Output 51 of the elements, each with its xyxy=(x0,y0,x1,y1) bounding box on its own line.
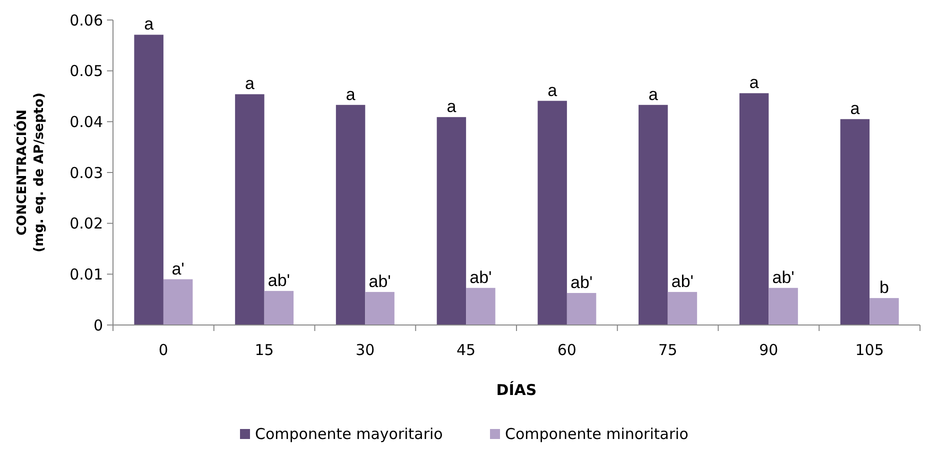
annotation: a xyxy=(648,84,658,104)
x-tick-label: 30 xyxy=(356,341,375,359)
bar xyxy=(466,288,496,325)
annotation: b xyxy=(879,278,889,298)
bar xyxy=(739,93,769,325)
annotation: a xyxy=(850,99,860,118)
bar xyxy=(668,292,698,325)
annotation: ab' xyxy=(470,268,492,287)
x-tick-label: 60 xyxy=(557,341,576,359)
x-tick-label: 75 xyxy=(658,341,678,359)
y-tick-label: 0.01 xyxy=(70,265,103,284)
legend-label: Componente minoritario xyxy=(505,425,688,443)
bar xyxy=(436,117,466,325)
bar xyxy=(870,298,899,325)
x-tick-label: 105 xyxy=(855,341,884,359)
x-tick-label: 45 xyxy=(456,341,476,359)
bar xyxy=(336,104,366,325)
annotation: a xyxy=(144,14,154,34)
y-tick-label: 0.05 xyxy=(70,62,103,80)
y-tick-label: 0 xyxy=(93,316,103,334)
bar xyxy=(365,292,394,325)
x-tick-label: 90 xyxy=(759,341,778,359)
annotation: a xyxy=(548,80,558,100)
y-axis-title: CONCENTRACIÓN (mg. eq. de AP/septo) xyxy=(13,92,47,252)
bar xyxy=(235,94,264,325)
annotation: ab' xyxy=(268,270,290,290)
annotation: ab' xyxy=(368,272,391,291)
annotation: a xyxy=(346,84,356,104)
annotation: a xyxy=(244,74,255,94)
y-tick-label: 0.02 xyxy=(70,214,103,233)
x-tick-label: 15 xyxy=(254,341,274,359)
annotation: a' xyxy=(172,259,184,278)
bar xyxy=(638,104,668,325)
y-tick-label: 0.06 xyxy=(70,11,103,30)
y-tick-label: 0.03 xyxy=(70,164,103,182)
annotation: a xyxy=(446,97,457,116)
annotation: a xyxy=(749,73,760,92)
bar xyxy=(163,279,193,325)
bar xyxy=(840,119,870,325)
annotation: ab' xyxy=(570,272,593,292)
y-tick-label: 0.04 xyxy=(70,112,103,131)
x-axis-title: DÍAS xyxy=(496,381,537,399)
legend-label: Componente mayoritario xyxy=(255,425,443,443)
bar xyxy=(768,288,798,325)
bar xyxy=(134,34,164,325)
annotation: ab' xyxy=(772,268,794,287)
bar xyxy=(566,292,596,325)
bar xyxy=(264,290,294,325)
bar xyxy=(538,100,567,325)
x-tick-label: 0 xyxy=(158,341,168,359)
annotation: ab' xyxy=(671,272,694,291)
